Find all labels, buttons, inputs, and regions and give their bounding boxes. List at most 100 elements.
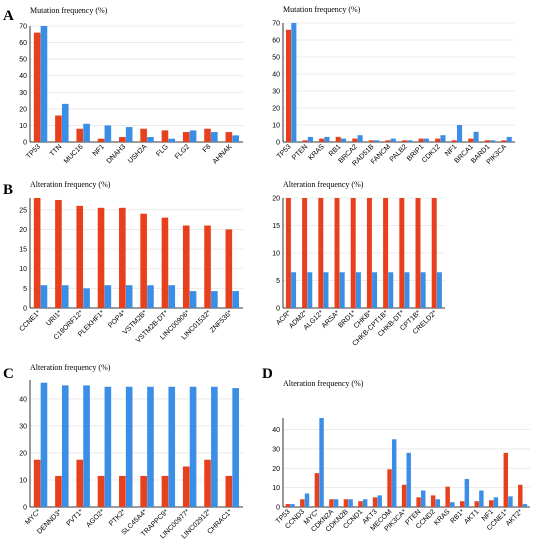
bar-blue: [348, 499, 353, 507]
bar-blue: [339, 272, 345, 308]
y-tick-label: 20: [272, 196, 280, 203]
x-tick-label: FLG2: [174, 143, 191, 160]
bar-red: [33, 459, 41, 507]
bar-blue: [168, 285, 176, 308]
y-tick-label: 0: [23, 505, 27, 512]
y-tick-label: 60: [19, 40, 27, 47]
bar-red: [302, 198, 308, 308]
bar-blue: [506, 136, 512, 142]
bar-red: [204, 225, 211, 308]
bar-red: [451, 140, 457, 142]
bar-red: [302, 140, 308, 142]
bar-blue: [291, 23, 297, 142]
y-tick-label: 15: [272, 223, 280, 230]
bar-blue: [473, 131, 479, 142]
x-tick-label: TTN: [49, 143, 64, 158]
y-tick-label: 50: [272, 55, 280, 62]
y-tick-label: 0: [23, 140, 27, 147]
x-tick-label: PVT1*: [65, 508, 84, 527]
chart-title: Mutation frequency (%): [30, 6, 108, 15]
bar-red: [318, 198, 324, 308]
bar-blue: [168, 138, 176, 142]
bar-red: [300, 499, 305, 507]
bar-red: [33, 32, 41, 142]
bar-blue: [440, 135, 446, 142]
bar-red: [225, 475, 233, 507]
bar-red: [140, 213, 147, 308]
bar-red: [358, 501, 363, 507]
bar-blue: [522, 504, 528, 507]
x-tick-label: AKT1: [463, 508, 480, 525]
bar-blue: [40, 26, 48, 142]
y-tick-label: 70: [19, 24, 27, 31]
bar-red: [489, 500, 494, 507]
y-tick-label: 40: [19, 396, 27, 403]
bar-blue: [357, 135, 363, 142]
bar-blue: [211, 132, 218, 142]
panel-letter-c: C: [3, 366, 14, 382]
x-tick-label: PALB2: [389, 143, 409, 163]
bar-blue: [333, 499, 339, 507]
bar-red: [352, 138, 358, 142]
y-tick-label: 10: [19, 266, 27, 273]
bar-blue: [457, 125, 463, 142]
bar-blue: [211, 386, 218, 507]
bar-red: [97, 138, 105, 142]
y-tick-label: 10: [19, 477, 27, 484]
y-tick-label: 0: [276, 140, 280, 147]
x-tick-label: AGO2*: [85, 508, 106, 529]
y-tick-label: 0: [276, 505, 280, 512]
panel-letter-d: D: [262, 366, 273, 382]
x-tick-label: AHNAK: [212, 143, 234, 165]
bar-red: [97, 207, 105, 308]
bar-red: [225, 132, 233, 142]
bar-red: [334, 198, 340, 308]
bar-red: [335, 136, 341, 142]
bar-red: [76, 459, 84, 507]
bar-blue: [464, 478, 470, 507]
y-tick-label: 20: [19, 450, 27, 457]
bar-red: [76, 205, 84, 308]
bar-blue: [388, 272, 394, 308]
y-tick-label: 40: [272, 72, 280, 79]
bar-blue: [307, 272, 313, 308]
bar-red: [33, 198, 41, 308]
x-tick-label: KRAS: [433, 508, 452, 527]
x-tick-label: AKT2*: [505, 508, 524, 527]
bar-red: [225, 229, 233, 308]
bar-blue: [61, 285, 69, 308]
bar-blue: [421, 490, 426, 507]
bar-red: [119, 207, 126, 308]
bar-blue: [341, 138, 347, 142]
bar-blue: [189, 386, 197, 507]
y-tick-label: 10: [19, 123, 27, 130]
bar-red: [468, 138, 474, 142]
bar-blue: [420, 272, 426, 308]
y-tick-label: 20: [19, 227, 27, 234]
bar-blue: [232, 388, 239, 507]
bar-blue: [40, 382, 48, 507]
bar-blue: [493, 497, 499, 507]
bar-blue: [304, 493, 310, 507]
bar-blue: [450, 502, 455, 507]
bar-blue: [147, 386, 154, 507]
x-tick-label: POP4*: [107, 309, 127, 329]
bar-blue: [390, 138, 396, 142]
bar-red: [182, 225, 190, 308]
bar-blue: [436, 272, 442, 308]
bar-red: [140, 128, 147, 142]
bar-red: [387, 469, 392, 507]
bar-red: [484, 140, 490, 142]
bar-blue: [374, 140, 380, 142]
bar-red: [55, 475, 62, 507]
bar-red: [285, 29, 292, 142]
chart-title: Alteration frequency (%): [30, 180, 111, 189]
bar-red: [319, 138, 325, 142]
bar-red: [518, 484, 523, 507]
bar-blue: [40, 285, 48, 308]
y-tick-label: 5: [23, 286, 27, 293]
bar-blue: [189, 130, 197, 142]
x-tick-label: DNAH3: [106, 143, 128, 165]
chart-title: Alteration frequency (%): [283, 379, 364, 388]
